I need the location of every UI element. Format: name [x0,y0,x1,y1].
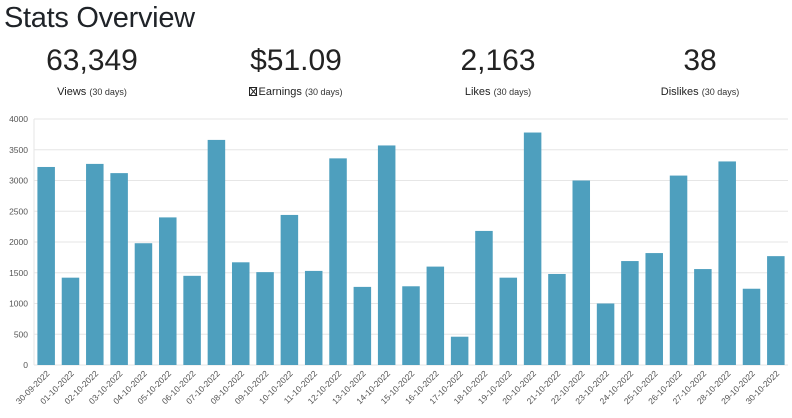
earnings-label: Earnings [258,86,302,98]
earnings-period: (30 days) [304,87,343,97]
likes-label-row: Likes (30 days) [403,86,593,98]
y-tick-label: 1000 [9,299,28,309]
bar [742,288,761,365]
stat-likes: 2,163 Likes (30 days) [403,44,593,99]
dislikes-period: (30 days) [701,87,740,97]
bar [256,272,274,365]
bar [110,173,128,365]
views-label: Views [57,86,87,98]
bar [767,256,785,365]
bar [669,175,688,365]
bar [596,303,615,365]
bar [426,266,445,365]
dislikes-value: 38 [683,44,717,77]
bar [694,269,712,365]
y-tick-label: 3000 [9,176,28,186]
missing-glyph-icon [249,87,258,96]
bar [572,180,591,365]
y-tick-label: 2500 [9,206,28,216]
bar [329,158,347,365]
bar [183,275,201,365]
views-bar-chart: 0500100015002000250030003500400030-09-20… [9,114,788,406]
bar [377,145,396,365]
y-tick-label: 1500 [9,268,28,278]
bar [207,139,226,365]
likes-period: (30 days) [493,87,532,97]
earnings-value: $51.09 [250,44,342,77]
bar [134,243,153,365]
bar [37,166,55,365]
bar [353,286,372,365]
y-tick-label: 4000 [9,114,28,124]
stat-dislikes: 38 Dislikes (30 days) [605,44,792,99]
bar [280,214,299,365]
bar [86,163,104,365]
earnings-label-row: Earnings (30 days) [201,86,391,98]
bar [61,277,80,365]
stat-earnings: $51.09 Earnings (30 days) [201,46,391,98]
likes-value: 2,163 [460,44,536,77]
dislikes-label-row: Dislikes (30 days) [605,86,792,98]
bar [621,261,639,365]
y-tick-label: 0 [23,360,28,370]
bar [645,253,663,365]
views-period: (30 days) [89,87,127,97]
bar [548,273,566,365]
bar [304,270,323,365]
bar [475,230,493,365]
bar [159,217,177,365]
bar [402,286,420,365]
y-tick-label: 3500 [9,145,28,155]
dislikes-label: Dislikes [660,86,699,98]
views-value: 63,349 [46,44,138,77]
y-tick-label: 500 [14,329,28,339]
bar [231,262,250,365]
page-title: Stats Overview [4,2,195,34]
bar [450,336,469,365]
views-label-row: Views (30 days) [0,86,187,98]
bar [718,161,736,365]
likes-label: Likes [464,86,491,98]
y-tick-label: 2000 [9,237,28,247]
stat-views: 63,349 Views (30 days) [0,44,187,99]
bar [523,132,542,365]
bar [499,277,518,365]
